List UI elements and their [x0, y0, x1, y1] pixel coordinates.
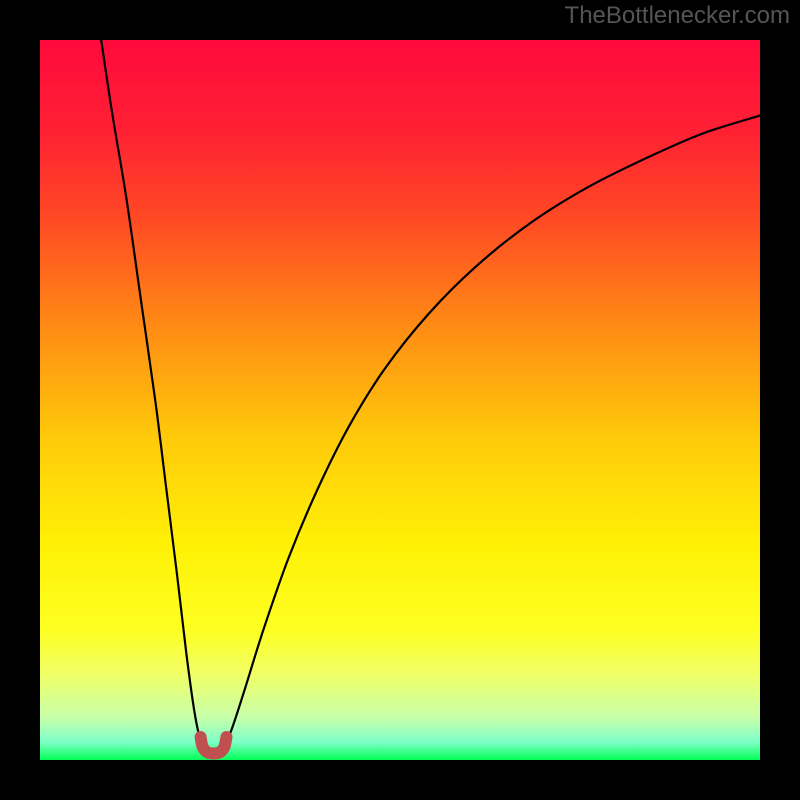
bottleneck-chart	[0, 0, 800, 800]
watermark-text: TheBottlenecker.com	[565, 2, 790, 30]
plot-background	[40, 40, 760, 760]
chart-container: TheBottlenecker.com	[0, 0, 800, 800]
